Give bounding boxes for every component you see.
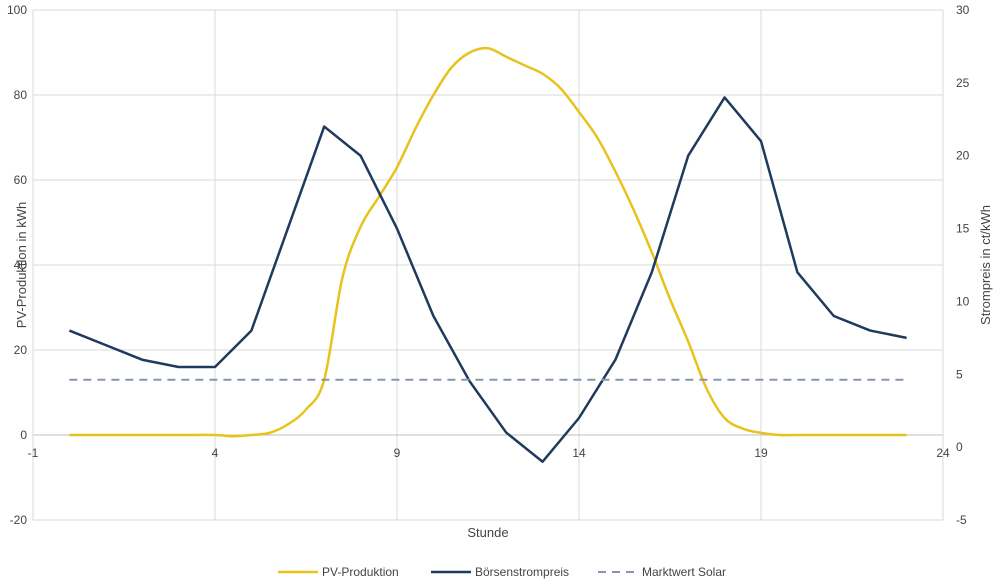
y-right-tick-label: 25 bbox=[956, 76, 970, 90]
y-left-tick-label: 0 bbox=[20, 428, 27, 442]
series-line-0 bbox=[69, 46, 907, 438]
y-right-tick-label: 20 bbox=[956, 149, 970, 163]
x-axis-title: Stunde bbox=[467, 525, 508, 540]
legend: PV-Produktion Börsenstrompreis Marktwert S… bbox=[278, 565, 726, 579]
y-right-tick-label: 30 bbox=[956, 3, 970, 17]
x-tick-label: 24 bbox=[936, 446, 950, 460]
y-left-tick-label: 60 bbox=[14, 173, 28, 187]
x-tick-label: 4 bbox=[212, 446, 219, 460]
series-line-1 bbox=[68, 96, 907, 463]
y-right-tick-label: -5 bbox=[956, 513, 967, 527]
x-tick-label: 9 bbox=[394, 446, 401, 460]
y-left-tick-label: 80 bbox=[14, 88, 28, 102]
y-left-tick-label: 20 bbox=[14, 343, 28, 357]
y-left-tick-label: 40 bbox=[14, 258, 28, 272]
y-axis-left-title: PV-Produktion in kWh bbox=[14, 202, 29, 328]
y-right-tick-label: 0 bbox=[956, 440, 963, 454]
y-right-tick-label: 5 bbox=[956, 367, 963, 381]
y-left-tick-label: -20 bbox=[10, 513, 28, 527]
tick-labels: -20 0 20 40 60 80 100 -5 0 5 10 15 20 25 30 -1 4 9 14 19 24 bbox=[7, 3, 970, 527]
series-lines bbox=[68, 46, 907, 463]
legend-label-1: Börsenstrompreis bbox=[475, 565, 569, 579]
gridlines bbox=[32, 9, 944, 521]
y-right-tick-label: 10 bbox=[956, 294, 970, 308]
legend-label-0: PV-Produktion bbox=[322, 565, 399, 579]
y-axis-right-title: Strompreis in ct/kWh bbox=[978, 205, 993, 325]
x-tick-label: -1 bbox=[28, 446, 39, 460]
x-tick-label: 14 bbox=[572, 446, 586, 460]
y-left-tick-label: 100 bbox=[7, 3, 27, 17]
y-right-tick-label: 15 bbox=[956, 222, 970, 236]
legend-label-2: Marktwert Solar bbox=[642, 565, 726, 579]
x-tick-label: 19 bbox=[754, 446, 768, 460]
